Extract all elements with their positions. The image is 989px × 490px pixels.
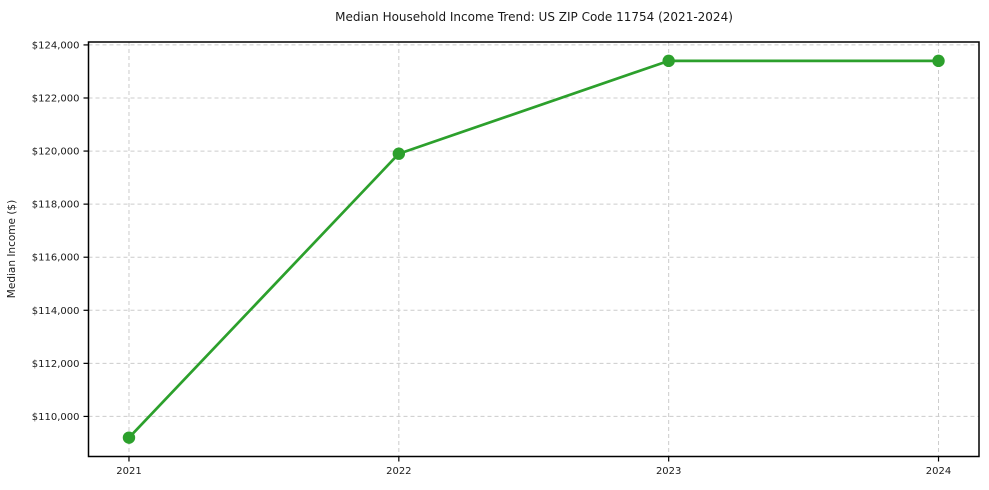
- data-point: [122, 431, 136, 444]
- y-tick-label: $116,000: [32, 253, 80, 264]
- data-point: [932, 54, 945, 68]
- grid-lines: [88, 42, 979, 457]
- y-tick-label: $120,000: [32, 147, 80, 158]
- y-tick-label: $110,000: [32, 412, 80, 423]
- chart-title: Median Household Income Trend: US ZIP Co…: [335, 10, 733, 24]
- axis-ticks: $110,000 $112,000 $114,000 $116,000 $118,000…: [32, 40, 951, 477]
- plot-border: [87, 41, 980, 458]
- y-tick-label: $124,000: [32, 40, 80, 51]
- y-tick-label: $112,000: [32, 359, 80, 370]
- y-axis-label: Median Income ($): [6, 200, 18, 298]
- y-tick-label: $122,000: [32, 93, 80, 104]
- x-tick-label: 2021: [116, 466, 141, 477]
- trend-line: [127, 59, 940, 440]
- data-point: [662, 54, 675, 68]
- data-point: [392, 147, 406, 160]
- x-tick-label: 2022: [386, 466, 411, 477]
- plot-frame: [87, 41, 980, 458]
- x-tick-label: 2024: [926, 466, 951, 477]
- y-tick-label: $114,000: [32, 306, 80, 317]
- x-tick-label: 2023: [656, 466, 681, 477]
- data-series: [122, 54, 945, 444]
- y-tick-label: $118,000: [32, 200, 80, 211]
